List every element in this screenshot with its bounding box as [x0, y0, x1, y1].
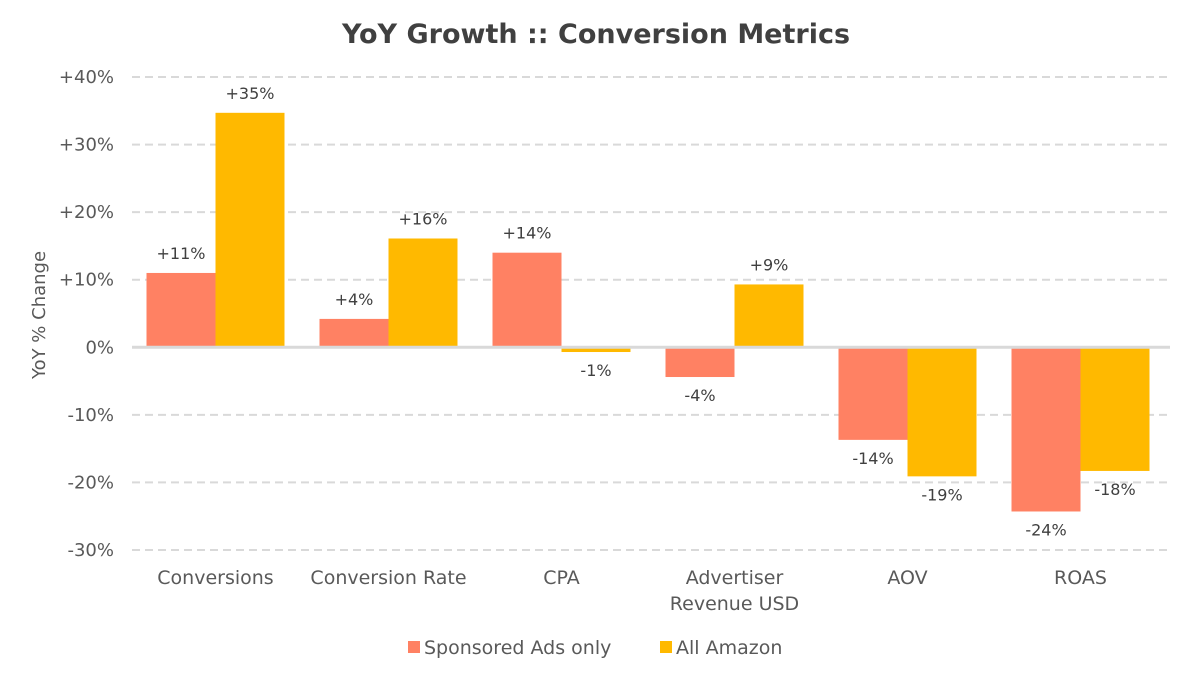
bar [319, 318, 389, 348]
category-labels: Conversions Conversion Rate CPA Advertiser R… [157, 567, 1107, 615]
legend-label: All Amazon [676, 637, 782, 659]
y-axis-label: YoY % Change [29, 251, 50, 380]
x-tick-label: Advertiser [686, 567, 784, 589]
y-tick-label: 0% [85, 337, 114, 358]
data-label: +14% [503, 224, 552, 243]
gridlines [132, 76, 1170, 551]
y-tick-label: -30% [67, 540, 114, 561]
bar [838, 347, 908, 440]
legend: Sponsored Ads only All Amazon [408, 637, 782, 659]
bar [561, 347, 631, 353]
bar [492, 252, 562, 348]
data-label: -18% [1094, 480, 1135, 499]
data-label: +35% [226, 84, 275, 103]
data-label: -24% [1025, 520, 1066, 539]
y-axis-ticks: +40% +30% +20% +10% 0% -10% -20% -30% [59, 67, 114, 561]
bar [1011, 347, 1081, 512]
x-tick-label: ROAS [1054, 567, 1107, 589]
x-tick-label: AOV [887, 567, 927, 589]
data-label: +11% [157, 244, 206, 263]
x-tick-label: Conversions [157, 567, 273, 589]
legend-swatch [660, 641, 672, 653]
x-tick-label: Revenue USD [670, 593, 799, 615]
bars [146, 112, 1150, 512]
chart-title: YoY Growth :: Conversion Metrics [341, 19, 850, 50]
x-tick-label: Conversion Rate [310, 567, 466, 589]
bar [734, 284, 804, 348]
x-tick-label: CPA [543, 567, 580, 589]
y-tick-label: -20% [67, 472, 114, 493]
y-tick-label: -10% [67, 405, 114, 426]
data-label: -14% [852, 449, 893, 468]
bar [146, 272, 216, 348]
bar [1080, 347, 1150, 471]
y-tick-label: +30% [59, 135, 114, 156]
y-tick-label: +20% [59, 202, 114, 223]
legend-label: Sponsored Ads only [424, 637, 611, 659]
data-label: -19% [921, 485, 962, 504]
data-labels: +11% +35% +4% +16% +14% -1% -4% +9% -14% -19% -24%… [157, 84, 1136, 540]
bar [215, 112, 285, 348]
bar [665, 347, 735, 378]
data-label: +4% [335, 290, 374, 309]
legend-swatch [408, 641, 420, 653]
data-label: +9% [750, 255, 789, 274]
y-tick-label: +40% [59, 67, 114, 88]
data-label: -4% [684, 386, 715, 405]
data-label: -1% [580, 361, 611, 380]
y-tick-label: +10% [59, 270, 114, 291]
bar [388, 238, 458, 348]
bar [907, 347, 977, 477]
data-label: +16% [399, 209, 448, 228]
